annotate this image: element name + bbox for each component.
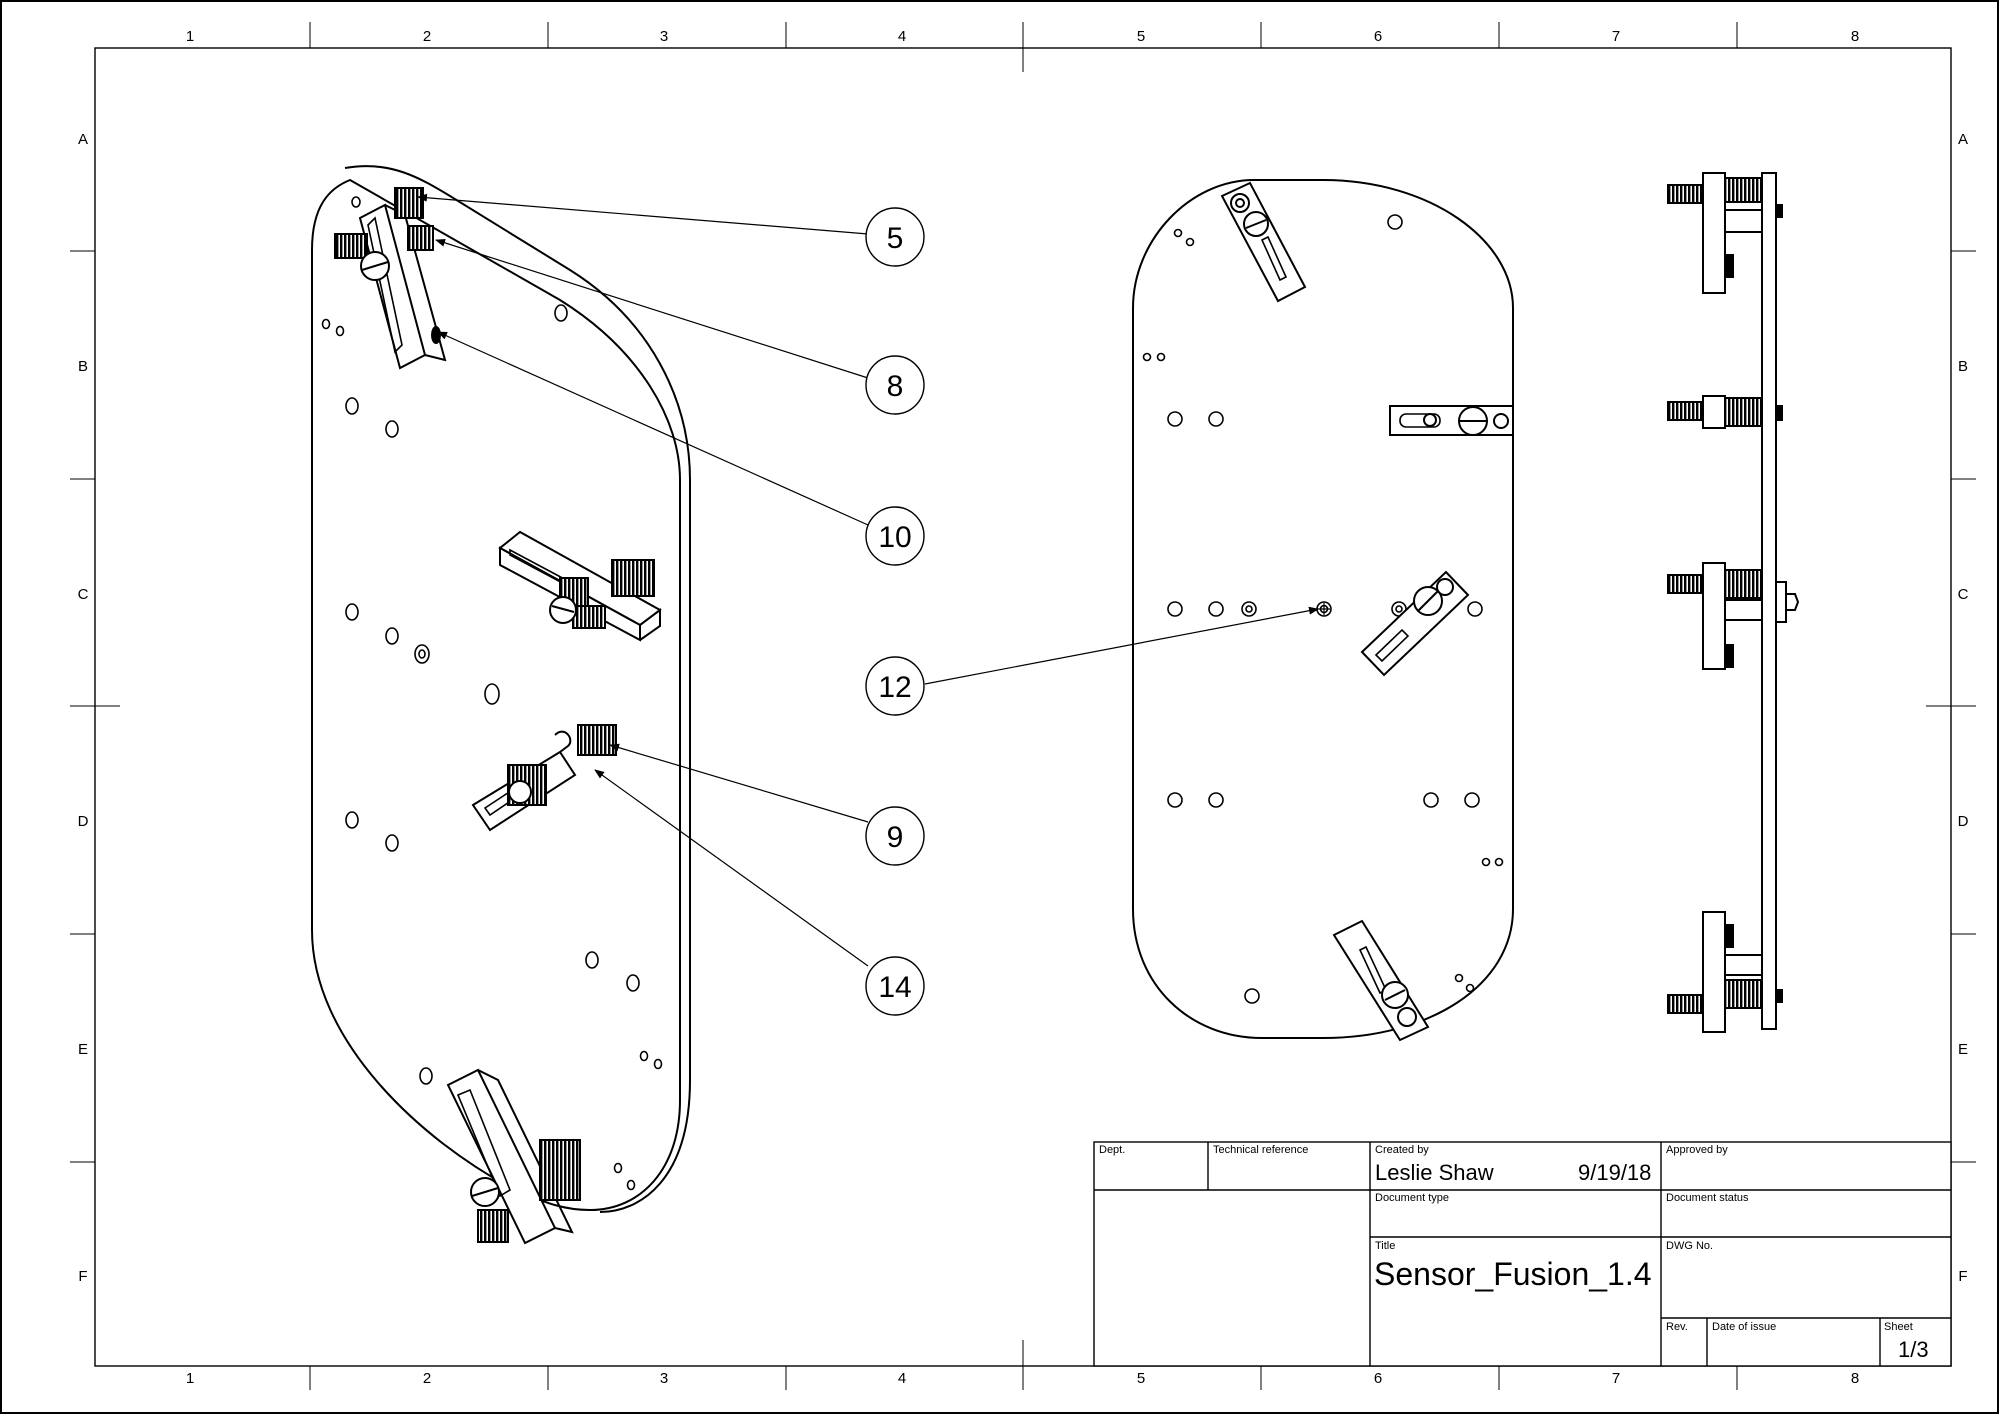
- leader-8: [435, 238, 869, 379]
- sheet-label: Sheet: [1884, 1321, 1913, 1333]
- sheet-value: 1/3: [1898, 1337, 1929, 1362]
- col-label-1: 1: [186, 1370, 194, 1387]
- balloon-8: 8: [865, 355, 925, 415]
- row-label-e: E: [78, 1041, 88, 1058]
- row-label-d: D: [78, 813, 89, 830]
- bracket-middle: [498, 530, 662, 642]
- col-label-8: 8: [1851, 28, 1859, 45]
- front-holes: [1142, 214, 1504, 1004]
- col-label-5: 5: [1137, 1370, 1145, 1387]
- col-label-7: 7: [1612, 28, 1620, 45]
- column-labels-bottom: 1 2 3 4 5 6 7 8: [186, 1370, 1859, 1387]
- technical-reference-label: Technical reference: [1213, 1144, 1309, 1156]
- bracket-top: [334, 187, 447, 370]
- balloon-9: 9: [865, 806, 925, 866]
- front-bracket-right: [1389, 405, 1514, 436]
- balloon-10: 10: [865, 506, 925, 566]
- leader-5: [417, 193, 869, 235]
- row-label-b: B: [1958, 358, 1968, 375]
- approved-by-label: Approved by: [1666, 1144, 1728, 1156]
- row-label-c: C: [1958, 586, 1969, 603]
- col-label-3: 3: [660, 28, 668, 45]
- zone-ticks: [70, 22, 1976, 1390]
- dwg-no-label: DWG No.: [1666, 1240, 1714, 1252]
- created-by-value: Leslie Shaw: [1375, 1160, 1494, 1185]
- title-block-grid: [1093, 1141, 1952, 1367]
- row-labels-left: A B C D E F: [78, 131, 89, 1285]
- row-label-a: A: [1958, 131, 1968, 148]
- svg-text:12: 12: [878, 671, 911, 704]
- col-label-4: 4: [898, 1370, 906, 1387]
- row-label-a: A: [78, 131, 88, 148]
- plate-back-edge: [344, 165, 691, 1213]
- plate-holes: [321, 196, 663, 1191]
- col-label-5: 5: [1137, 28, 1145, 45]
- created-date-value: 9/19/18: [1578, 1160, 1652, 1185]
- row-labels-right: A B C D E F: [1958, 131, 1969, 1285]
- document-status-label: Document status: [1666, 1192, 1749, 1204]
- col-label-8: 8: [1851, 1370, 1859, 1387]
- date-of-issue-label: Date of issue: [1712, 1321, 1777, 1333]
- front-bracket-bottom: [1332, 919, 1430, 1042]
- col-label-4: 4: [898, 28, 906, 45]
- balloon-14: 14: [865, 956, 925, 1016]
- dept-label: Dept.: [1099, 1144, 1126, 1156]
- row-label-c: C: [78, 586, 89, 603]
- col-label-7: 7: [1612, 1370, 1620, 1387]
- svg-text:10: 10: [878, 521, 911, 554]
- balloon-12: 12: [865, 656, 925, 716]
- side-view: [1667, 172, 1800, 1033]
- leader-12: [924, 606, 1319, 685]
- leader-14: [594, 769, 869, 967]
- svg-text:8: 8: [887, 370, 904, 403]
- created-by-label: Created by: [1375, 1144, 1429, 1156]
- balloons: 5 8 10 12 9 14: [865, 207, 925, 1016]
- balloon-5: 5: [865, 207, 925, 267]
- row-label-e: E: [1958, 1041, 1968, 1058]
- plate-outline: [311, 178, 681, 1212]
- front-bracket-top: [1220, 181, 1307, 303]
- row-label-b: B: [78, 358, 88, 375]
- front-bracket-mid: [1360, 570, 1470, 677]
- col-label-6: 6: [1374, 1370, 1382, 1387]
- document-type-label: Document type: [1375, 1192, 1449, 1204]
- col-label-2: 2: [423, 28, 431, 45]
- row-label-f: F: [78, 1268, 87, 1285]
- svg-text:5: 5: [887, 222, 904, 255]
- title-label: Title: [1375, 1240, 1396, 1252]
- column-labels-top: 1 2 3 4 5 6 7 8: [186, 28, 1859, 45]
- col-label-2: 2: [423, 1370, 431, 1387]
- col-label-1: 1: [186, 28, 194, 45]
- leader-10: [437, 331, 869, 526]
- bracket-bottom: [446, 1068, 581, 1245]
- rev-label: Rev.: [1666, 1321, 1688, 1333]
- drawing-title: Sensor_Fusion_1.4: [1374, 1256, 1652, 1292]
- col-label-6: 6: [1374, 28, 1382, 45]
- row-label-d: D: [1958, 813, 1969, 830]
- leader-lines: [417, 193, 1319, 967]
- col-label-3: 3: [660, 1370, 668, 1387]
- leader-9: [609, 743, 869, 823]
- bracket-lower: [471, 724, 617, 832]
- svg-text:9: 9: [887, 821, 904, 854]
- svg-text:14: 14: [878, 971, 911, 1004]
- isometric-view: [311, 165, 691, 1245]
- row-label-f: F: [1958, 1268, 1967, 1285]
- front-view: [1132, 179, 1514, 1042]
